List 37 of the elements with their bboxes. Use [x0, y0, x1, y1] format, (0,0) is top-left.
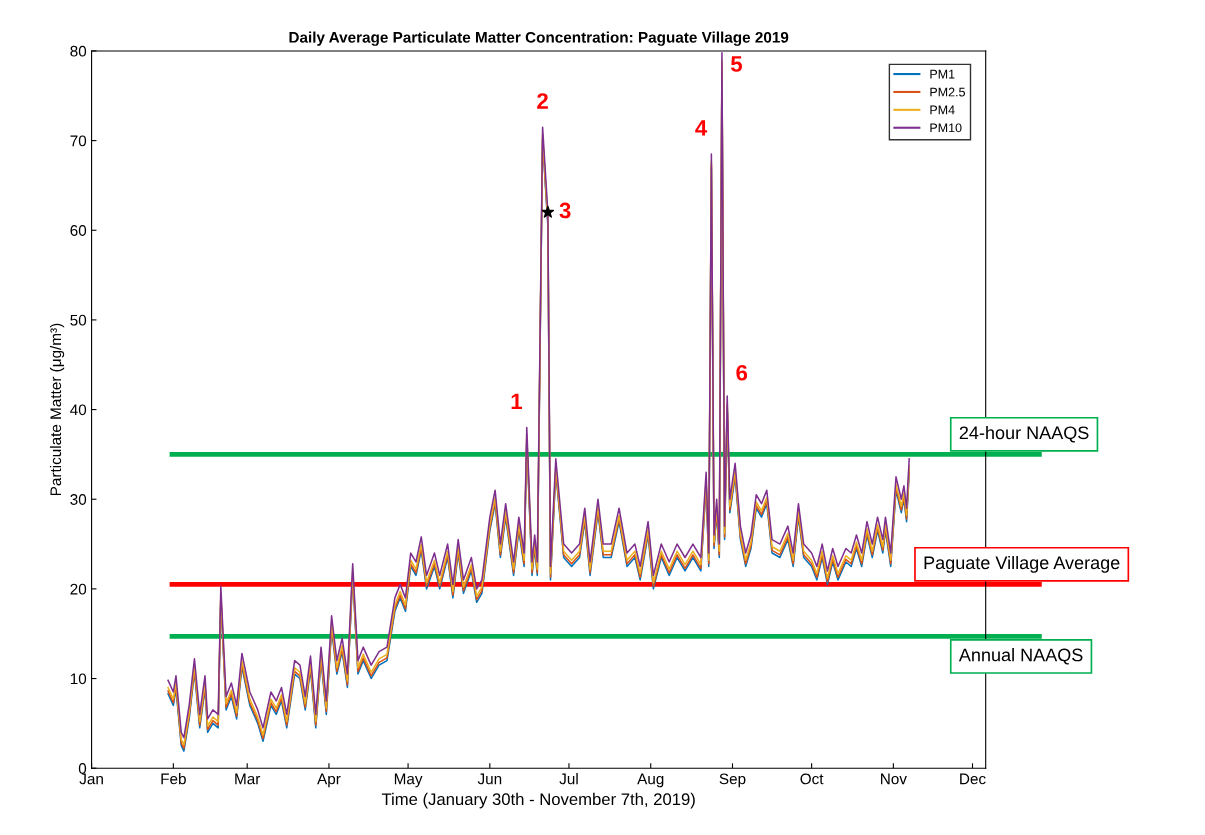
legend-label: PM1: [930, 69, 955, 79]
annotation: 2: [537, 93, 548, 109]
y-tick-label: 70: [70, 135, 87, 147]
ref-line-label: Paguate Village Average: [924, 555, 1120, 573]
legend-label: PM10: [930, 123, 962, 133]
annotation: 4: [695, 120, 708, 136]
y-tick-label: 30: [70, 494, 87, 505]
legend-label: PM4: [930, 105, 955, 115]
x-tick-label: Jan: [79, 773, 103, 785]
x-axis-title: Time (January 30th - November 7th, 2019): [381, 792, 695, 809]
ref-line-label: Annual NAAQS: [958, 648, 1083, 665]
y-tick-label: 0: [78, 763, 87, 774]
x-tick-label: Oct: [800, 773, 824, 785]
annotation: 1: [511, 393, 522, 409]
legend-label: PM2.5: [930, 87, 965, 97]
y-tick-label: 50: [70, 314, 87, 326]
x-tick-label: Apr: [317, 773, 341, 788]
annotation: 5: [730, 56, 743, 72]
x-tick-label: Jun: [477, 773, 502, 785]
x-tick-label: Feb: [161, 773, 186, 785]
y-tick-label: 20: [70, 583, 87, 595]
chart-title: Daily Average Particulate Matter Concentration: Paguate Village 2019: [289, 31, 789, 46]
y-tick-label: 60: [70, 225, 87, 236]
y-tick-label: 80: [70, 45, 87, 57]
x-tick-label: Dec: [960, 773, 986, 785]
x-tick-label: Nov: [881, 773, 907, 785]
annotation: 3: [559, 202, 571, 219]
y-tick-label: 40: [70, 404, 87, 416]
x-tick-label: Sep: [719, 773, 746, 788]
x-tick-label: Mar: [235, 773, 261, 785]
x-tick-label: Jul: [559, 773, 578, 785]
y-tick-label: 10: [70, 673, 87, 685]
x-tick-label: May: [394, 773, 423, 788]
annotation: 6: [736, 364, 748, 381]
x-tick-label: Aug: [637, 773, 664, 788]
ref-line-label: 24-hour NAAQS: [959, 425, 1089, 443]
y-axis-title: Particulate Matter (μg/m³): [49, 323, 65, 496]
